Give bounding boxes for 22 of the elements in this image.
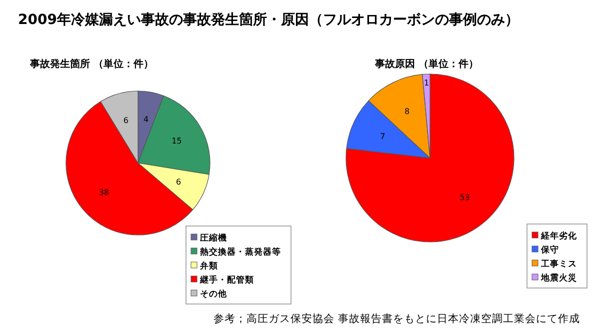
legend-label: 継手・配管類 xyxy=(199,274,254,286)
legend-label: 圧縮機 xyxy=(199,232,227,244)
data-label: 8 xyxy=(404,107,410,116)
text: 参考；高圧ガス保安協会 事故報告書をもとに日本冷凍空調工業会にて作成 xyxy=(214,312,580,325)
legend-label: 経年劣化 xyxy=(540,230,578,242)
data-label: 4 xyxy=(144,115,149,124)
chart-subtitle: 事故発生箇所 （単位：件） xyxy=(29,58,154,70)
data-label: 1 xyxy=(424,78,430,88)
chart-title: 2009年冷媒漏えい事故の事故発生箇所・原因（フルオロカーボンの事例のみ） xyxy=(18,12,519,28)
legend-label: 弁類 xyxy=(199,260,218,272)
data-label: 38 xyxy=(98,188,110,197)
chart-subtitle: 事故原因 （単位：件） xyxy=(374,58,478,70)
legend-label: 地震火災 xyxy=(540,272,577,284)
data-label: 15 xyxy=(172,136,182,146)
legend-label: その他 xyxy=(200,288,228,300)
data-label: 6 xyxy=(176,178,182,187)
legend-label: 工事ミス xyxy=(540,258,577,270)
data-label: 7 xyxy=(380,132,386,142)
legend-label: 保守 xyxy=(540,244,559,256)
legend-label: 熱交換器・蒸発器等 xyxy=(199,246,281,258)
data-label: 6 xyxy=(123,116,129,126)
data-label: 53 xyxy=(460,192,470,202)
